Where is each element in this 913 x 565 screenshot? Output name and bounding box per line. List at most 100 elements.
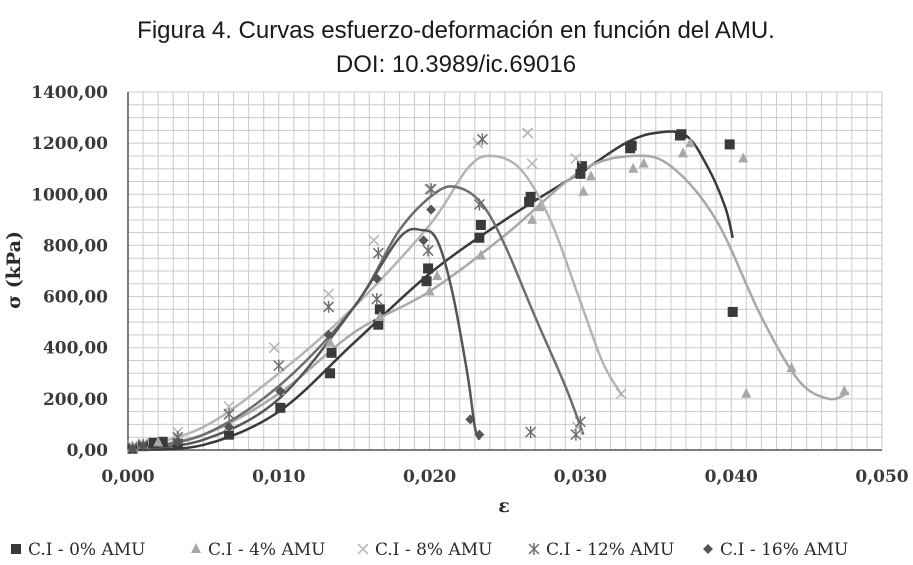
data-point-series-0 — [525, 191, 536, 202]
data-point-series-2 — [522, 127, 534, 139]
data-point-series-2 — [268, 342, 280, 354]
marker-stroke — [570, 152, 582, 165]
data-point-series-4 — [127, 443, 138, 454]
data-point-series-1 — [685, 137, 696, 148]
data-point-series-0 — [524, 196, 535, 207]
data-point-series-1 — [738, 152, 749, 163]
y-tick-label: 600,00 — [43, 288, 108, 308]
data-point-series-0 — [676, 129, 687, 140]
data-point-series-1 — [628, 162, 639, 173]
y-axis-label: σ (kPa) — [3, 231, 25, 309]
data-point-series-4 — [323, 329, 334, 340]
data-point-series-4 — [224, 421, 235, 432]
data-point-series-1 — [432, 270, 443, 281]
data-point-series-4 — [172, 437, 183, 448]
data-point-series-4 — [465, 414, 476, 425]
data-point-series-2 — [615, 388, 627, 400]
data-point-series-1 — [325, 336, 336, 347]
x-tick-label: 0,050 — [855, 467, 908, 487]
legend-marker — [11, 544, 21, 554]
curves — [127, 130, 850, 452]
data-point-series-2 — [323, 288, 335, 300]
data-point-series-4 — [371, 273, 382, 284]
data-point-series-2 — [526, 158, 538, 170]
marker-stroke — [323, 288, 335, 300]
data-point-series-1 — [638, 157, 649, 168]
x-tick-label: 0,020 — [403, 467, 456, 487]
data-point-series-3 — [476, 133, 488, 146]
legend-entry: C.I - 4% AMU — [191, 540, 325, 560]
data-point-series-4 — [418, 235, 429, 246]
data-point-series-2 — [368, 234, 380, 246]
x-tick-label: 0,040 — [705, 467, 758, 487]
trend-line-series-3 — [127, 185, 585, 452]
data-point-series-1 — [839, 385, 850, 396]
data-point-series-3 — [525, 426, 537, 439]
legend-marker — [703, 544, 713, 554]
legend-label: C.I - 8% AMU — [375, 540, 492, 560]
data-point-series-0 — [373, 319, 384, 330]
x-tick-label: 0,030 — [554, 467, 607, 487]
marker-stroke — [522, 127, 534, 139]
data-point-series-0 — [474, 232, 485, 243]
legend-marker — [357, 543, 369, 555]
legend-label: C.I - 16% AMU — [720, 540, 848, 560]
marker-stroke — [424, 183, 436, 195]
data-point-series-0 — [724, 139, 735, 150]
x-tick-label: 0,000 — [101, 467, 154, 487]
data-point-series-1 — [786, 362, 797, 373]
data-point-series-4 — [275, 386, 286, 397]
legend-label: C.I - 0% AMU — [28, 540, 145, 560]
grid — [127, 91, 883, 451]
data-point-series-1 — [527, 213, 538, 224]
y-tick-label: 1400,00 — [31, 83, 108, 103]
data-point-series-1 — [741, 387, 752, 398]
legend-entry: C.I - 8% AMU — [357, 540, 492, 560]
data-point-series-0 — [423, 263, 434, 274]
trend-line-series-2 — [127, 154, 624, 452]
data-point-series-0 — [374, 304, 385, 315]
marker-stroke — [526, 158, 538, 170]
data-point-series-3 — [323, 300, 335, 313]
data-point-series-1 — [153, 436, 164, 447]
data-point-series-0 — [326, 347, 337, 358]
data-point-series-0 — [275, 402, 286, 413]
data-point-series-0 — [475, 219, 486, 230]
y-tick-label: 1200,00 — [31, 134, 108, 154]
data-point-series-0 — [148, 437, 159, 448]
data-point-series-2 — [570, 152, 582, 165]
data-point-series-3 — [422, 244, 434, 257]
data-point-series-0 — [576, 161, 587, 172]
data-point-series-0 — [421, 276, 432, 287]
y-tick-label: 400,00 — [43, 339, 108, 359]
chart-subtitle: DOI: 10.3989/ic.69016 — [336, 51, 576, 78]
legend-marker — [528, 543, 540, 555]
marker-stroke — [615, 388, 627, 400]
data-point-series-1 — [585, 170, 596, 181]
data-point-series-1 — [578, 185, 589, 196]
legend: C.I - 0% AMU C.I - 4% AMU C.I - 8% AMU C.I … — [11, 540, 848, 560]
data-point-series-3 — [574, 415, 586, 428]
marker-stroke — [368, 234, 380, 246]
data-point-series-1 — [534, 201, 545, 212]
legend-entry: C.I - 0% AMU — [11, 540, 145, 560]
y-tick-label: 200,00 — [43, 390, 108, 410]
x-tick-label: 0,010 — [252, 467, 305, 487]
data-point-series-0 — [157, 436, 168, 447]
data-point-series-1 — [374, 311, 385, 322]
data-point-series-4 — [474, 429, 485, 440]
y-tick-label: 0,00 — [67, 441, 109, 461]
legend-entry: C.I - 16% AMU — [703, 540, 848, 560]
data-point-series-3 — [273, 359, 285, 372]
data-point-series-3 — [371, 293, 383, 306]
data-point-series-0 — [727, 306, 738, 317]
legend-label: C.I - 4% AMU — [208, 540, 325, 560]
x-axis-label: ε — [498, 495, 510, 517]
data-point-series-3 — [570, 428, 582, 441]
trend-line-series-4 — [127, 227, 481, 452]
data-point-series-3 — [223, 408, 235, 421]
data-point-series-1 — [424, 285, 435, 296]
data-point-series-1 — [677, 147, 688, 158]
data-point-series-0 — [626, 140, 637, 151]
